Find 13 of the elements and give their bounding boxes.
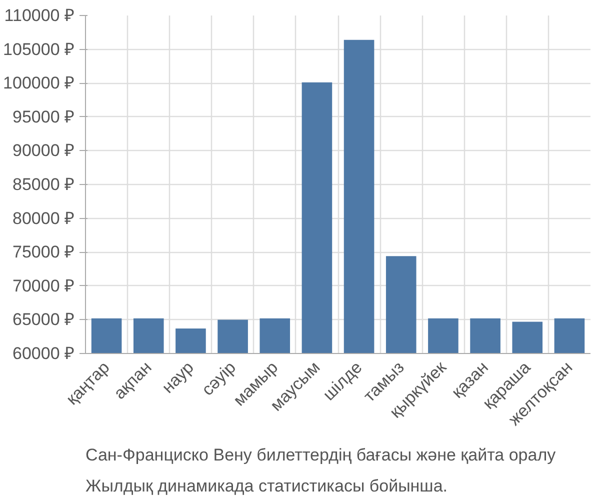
y-tick-label: 90000 ₽ [12, 141, 75, 160]
y-tick-label: 70000 ₽ [12, 276, 75, 296]
y-tick-label: 60000 ₽ [12, 344, 75, 363]
text: Сан-Франциско Вену билеттердің бағасы және қайта оралу [86, 446, 556, 464]
y-tick-label: 65000 ₽ [12, 310, 75, 330]
y-tick-label: 95000 ₽ [12, 107, 75, 126]
y-tick-label: 75000 ₽ [12, 242, 75, 262]
y-tick-label: 85000 ₽ [12, 175, 75, 194]
text: Жылдық динамикада статистикасы бойынша. [86, 476, 448, 496]
y-tick-label: 110000 ₽ [4, 6, 75, 25]
y-tick-label: 100000 ₽ [3, 74, 74, 93]
y-tick-label: 105000 ₽ [3, 40, 74, 59]
y-tick-label: 80000 ₽ [12, 208, 75, 228]
